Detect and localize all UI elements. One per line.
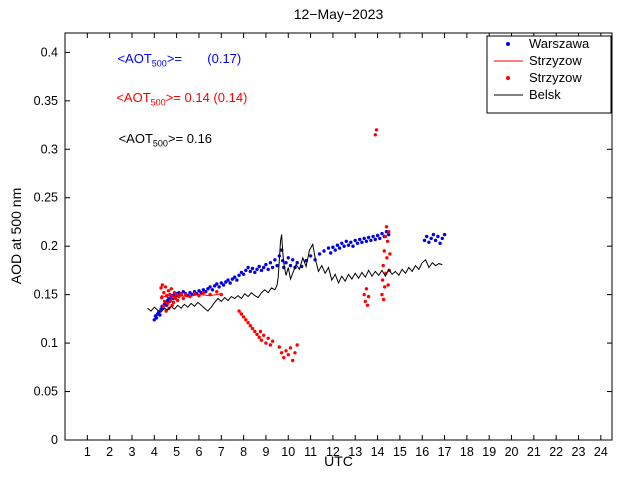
x-tick-label: 7	[218, 445, 225, 459]
x-tick-label: 9	[262, 445, 269, 459]
x-tick-label: 13	[348, 445, 362, 459]
legend-dot-marker	[506, 76, 510, 80]
x-tick-label: 3	[129, 445, 136, 459]
x-tick-label: 6	[195, 445, 202, 459]
x-tick-label: 10	[281, 445, 295, 459]
series-belsk-3	[147, 234, 443, 313]
x-tick-label: 20	[505, 445, 519, 459]
x-tick-label: 19	[482, 445, 496, 459]
x-axis-label: UTC	[324, 453, 353, 469]
legend-label: Strzyzow	[529, 70, 582, 85]
x-axis-ticks: 1 2 3 4 5 6 7 8 9 10 11 12 13 14 15 16 17 18 19 20 21 22 23 24	[84, 33, 608, 459]
x-tick-label: 24	[594, 445, 608, 459]
y-tick-label: 0.35	[34, 94, 58, 108]
y-tick-label: 0.1	[41, 336, 58, 350]
legend-label: Warszawa	[529, 36, 590, 51]
x-tick-label: 1	[84, 445, 91, 459]
y-axis-ticks: 0 0.05 0.1 0.15 0.2 0.25 0.3 0.35 0.4	[34, 45, 612, 447]
legend-label: Strzyzow	[529, 53, 582, 68]
legend-box	[486, 35, 612, 114]
x-tick-label: 2	[106, 445, 113, 459]
legend-dot-marker	[506, 42, 510, 46]
x-tick-label: 23	[572, 445, 586, 459]
x-tick-label: 18	[460, 445, 474, 459]
y-tick-label: 0.15	[34, 288, 58, 302]
y-tick-label: 0.25	[34, 191, 58, 205]
x-tick-label: 17	[438, 445, 452, 459]
y-tick-label: 0.2	[41, 239, 58, 253]
y-tick-label: 0.05	[34, 385, 58, 399]
series-strzyzow-2	[159, 128, 392, 363]
x-tick-label: 8	[240, 445, 247, 459]
x-tick-label: 12	[326, 445, 340, 459]
annotation-belsk: <AOT500>= 0.16	[118, 130, 213, 149]
x-tick-label: 4	[151, 445, 158, 459]
annotation-warszawa: <AOT500>= (0.17)	[117, 51, 242, 69]
y-tick-label: 0	[51, 433, 58, 447]
x-tick-label: 14	[371, 445, 385, 459]
x-tick-label: 16	[415, 445, 429, 459]
x-tick-label: 15	[393, 445, 407, 459]
y-axis-label: AOD at 500 nm	[8, 187, 24, 285]
legend: Warszawa Strzyzow Strzyzow Belsk	[486, 35, 612, 114]
series-warszawa-0	[152, 230, 447, 322]
x-tick-label: 21	[527, 445, 541, 459]
chart-title: 12−May−2023	[293, 6, 384, 22]
x-tick-label: 11	[304, 445, 317, 459]
axes-box	[64, 32, 613, 441]
annotation-strzyzow: <AOT500>= 0.14 (0.14)	[116, 89, 248, 108]
x-tick-label: 22	[549, 445, 563, 459]
legend-label: Belsk	[529, 87, 561, 102]
x-tick-label: 5	[173, 445, 180, 459]
y-tick-label: 0.3	[41, 142, 58, 156]
y-tick-label: 0.4	[41, 45, 58, 59]
